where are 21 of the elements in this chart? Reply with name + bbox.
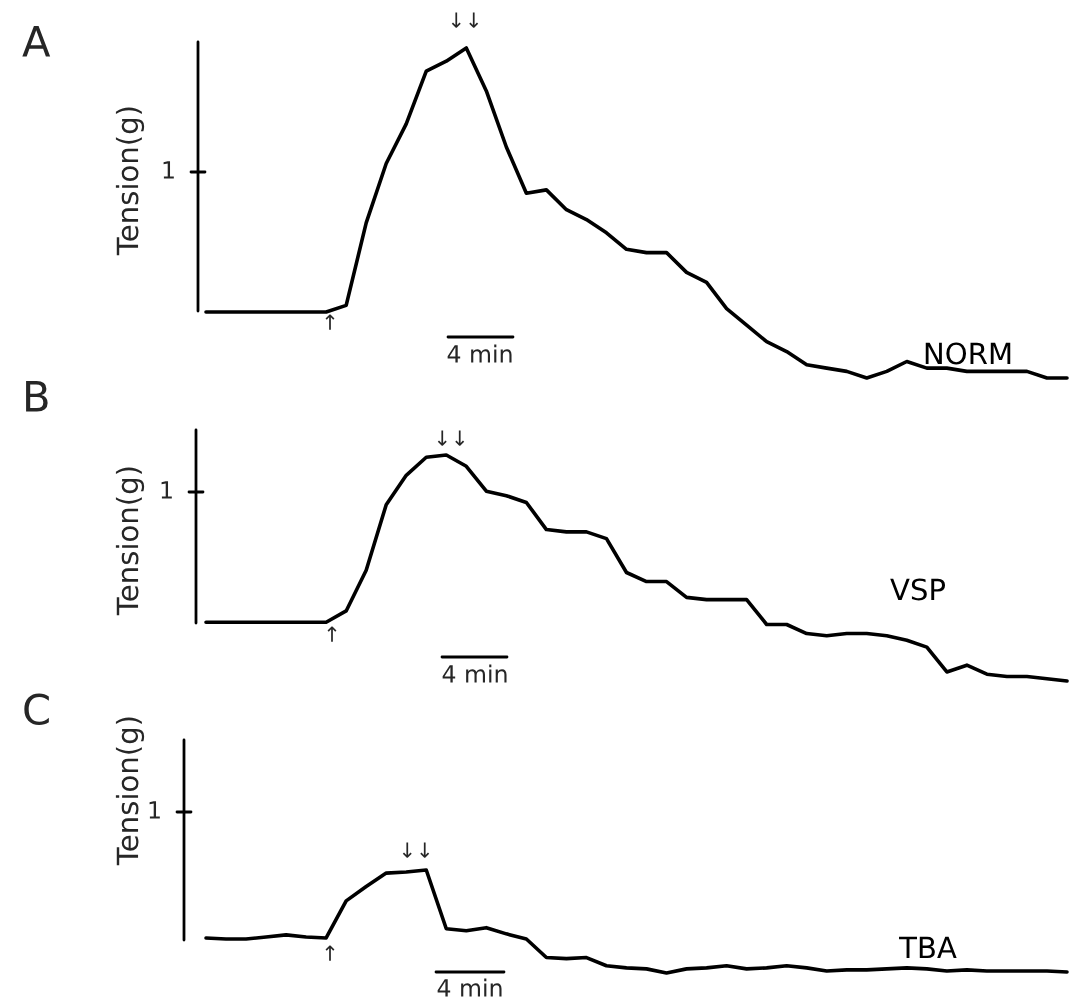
series-label: TBA xyxy=(899,936,957,959)
y-axis-title: Tension(g) xyxy=(115,107,145,256)
text: ↓↓ xyxy=(402,842,430,858)
annotation: 4 min xyxy=(442,664,507,683)
annotation: ↑ xyxy=(325,945,335,961)
annotation: ↑ xyxy=(327,626,337,642)
text: 1 xyxy=(149,801,160,819)
chart-title: B xyxy=(26,381,48,412)
annotation: ↑ xyxy=(325,314,335,330)
text: ↓↓ xyxy=(437,430,465,446)
chart-title: C xyxy=(24,693,49,726)
y-axis-title: Tension(g) xyxy=(115,717,145,866)
text: 1 xyxy=(161,481,172,499)
text: 4 min xyxy=(437,978,502,997)
series-label: NORM xyxy=(925,342,1011,365)
annotation: 4 min xyxy=(447,344,512,363)
text: 1 xyxy=(163,161,174,179)
y-axis-title: Tension(g) xyxy=(115,467,145,616)
series-label: VSP xyxy=(890,578,946,601)
chart-title: A xyxy=(22,26,51,57)
text: ↓↓ xyxy=(451,12,479,28)
